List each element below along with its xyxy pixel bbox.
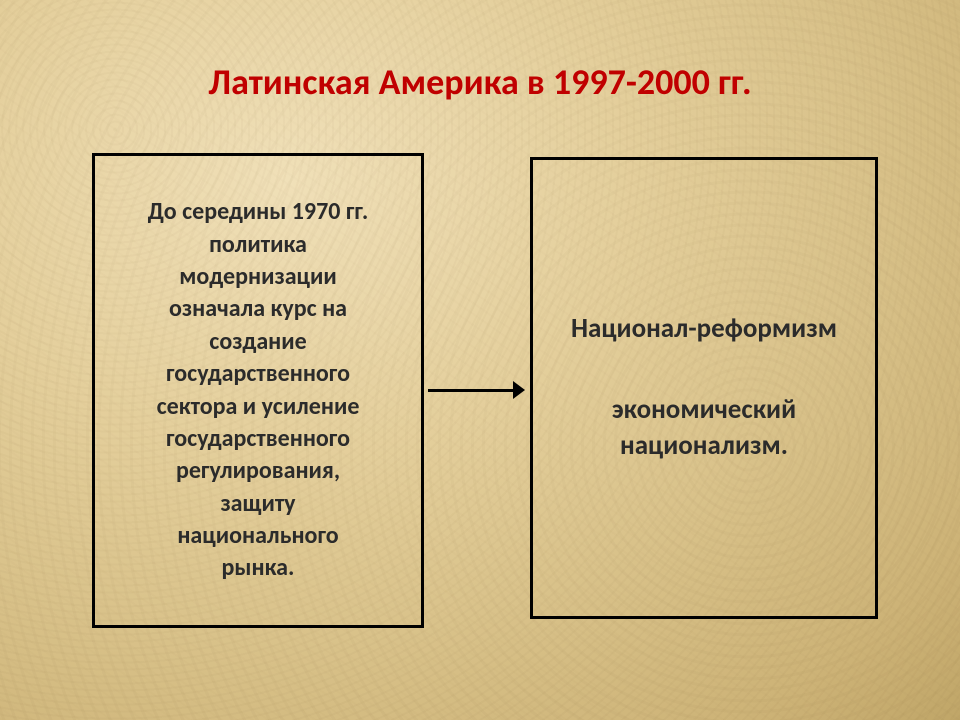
slide: Латинская Америка в 1997-2000 гг. До сер…	[0, 0, 960, 720]
right-box-line1: Национал-реформизм	[571, 311, 837, 347]
arrow-line	[428, 389, 513, 392]
slide-title: Латинская Америка в 1997-2000 гг.	[0, 60, 960, 104]
left-box-text: До середины 1970 гг.политикамодернизации…	[148, 196, 369, 585]
right-box: Национал-реформизм экономический национа…	[530, 157, 878, 619]
right-box-line2: экономический национализм.	[549, 392, 859, 465]
left-box: До середины 1970 гг.политикамодернизации…	[92, 153, 424, 628]
arrow-head-icon	[513, 381, 525, 399]
